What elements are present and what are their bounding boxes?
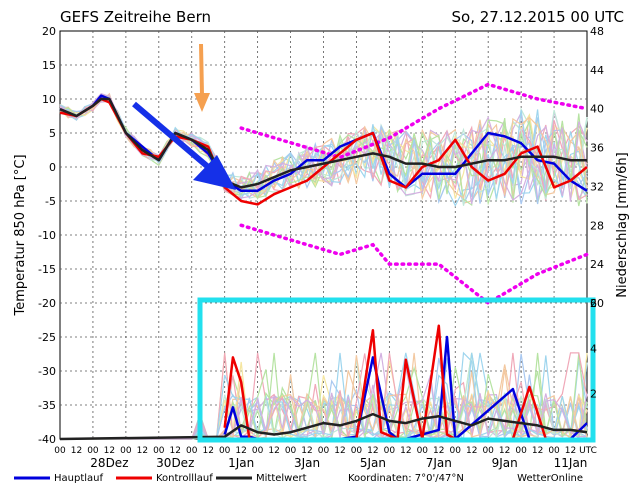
y-tick-left: -30 [38, 365, 56, 378]
orange-arrow-head [194, 93, 210, 112]
x-axis: 00 12 00 12 00 12 00 12 00 12 00 12 00 12 00 12 00 12 00 12… [54, 446, 597, 470]
x-tick-hour: 00 [186, 446, 198, 456]
x-tick-hour: 12 [202, 446, 213, 456]
y-tick-left: 5 [49, 127, 56, 140]
mittelwert-temp-line [59, 97, 587, 189]
y-tick-right: 24 [590, 258, 604, 271]
y-axis-left-label: Temperatur 850 hPa [°C] [13, 154, 28, 316]
y-tick-left: -20 [38, 297, 56, 310]
x-tick-hour: 00 [120, 446, 132, 456]
y-axis-right: 48 44 40 36 32 28 24 206 4 2 [590, 25, 604, 401]
x-tick-hour: 00 [548, 446, 560, 456]
y-axis-right-label: Niederschlag [mm/6h] [615, 152, 630, 297]
x-tick-hour: 12 [170, 446, 181, 456]
x-tick-hour: 12 [565, 446, 576, 456]
y-tick-right: 44 [590, 64, 604, 77]
legend-label-mittelwert: Mittelwert [256, 473, 307, 484]
y-tick-right: 40 [590, 103, 604, 116]
x-tick-hour: 00 [318, 446, 330, 456]
legend-label-kontrolllauf: Kontrolllauf [156, 473, 213, 484]
y-axis-left: 20 15 10 5 0 -5 -10 -15 -20 -25 -30 -35 -40 [38, 25, 56, 446]
x-tick-hour: 00 [450, 446, 462, 456]
y-tick-right: 28 [590, 219, 604, 232]
x-tick-hour: 12 [367, 446, 378, 456]
x-tick-hour: 00 [482, 446, 494, 456]
x-tick-date: 1Jan [228, 456, 254, 470]
ensemble-envelope-lower [239, 223, 589, 306]
y-tick-left: 10 [42, 93, 56, 106]
chart-date: So, 27.12.2015 00 UTC [452, 8, 624, 26]
x-tick-date: 9Jan [492, 456, 518, 470]
x-tick-hour: 12 [334, 446, 345, 456]
x-tick-date: 7Jan [426, 456, 452, 470]
x-tick-hour: 00 [515, 446, 527, 456]
legend: Hauptlauf Kontrolllauf Mittelwert [14, 473, 307, 484]
orange-arrow-shaft [199, 43, 204, 96]
y-tick-left: -15 [38, 263, 56, 276]
y-tick-left: -35 [38, 399, 56, 412]
x-tick-hour: 12 [235, 446, 246, 456]
x-tick-hour: 12 [400, 446, 411, 456]
mittelwert-precip-line [59, 412, 588, 441]
y-tick-left: -40 [38, 433, 56, 446]
legend-label-hauptlauf: Hauptlauf [54, 473, 103, 484]
x-tick-hour: 00 [54, 446, 66, 456]
x-tick-date: 28Dez [90, 456, 128, 470]
x-tick-hour: 00 [153, 446, 165, 456]
y-tick-left: 15 [42, 59, 56, 72]
x-tick-date: 30Dez [156, 456, 194, 470]
x-tick-hour: 12 [268, 446, 279, 456]
x-tick-hour: 12 [532, 446, 543, 456]
x-tick-date: 5Jan [360, 456, 386, 470]
x-tick-hour: 12 [137, 446, 148, 456]
x-tick-hour: 00 [219, 446, 231, 456]
y-tick-right: 4 [590, 342, 597, 355]
y-tick-left: 0 [49, 161, 56, 174]
x-tick-date: 3Jan [294, 456, 320, 470]
y-tick-right: 36 [590, 142, 604, 155]
x-tick-hour: 00 [384, 446, 396, 456]
x-tick-hour: 12 [71, 446, 82, 456]
x-tick-hour: 12 [104, 446, 115, 456]
annotation-arrows [132, 43, 236, 190]
y-tick-right: 2 [590, 388, 597, 401]
blue-arrow-head [193, 155, 236, 190]
y-tick-left: -25 [38, 331, 56, 344]
footer-source: WetterOnline [517, 473, 583, 484]
x-tick-hour: 00 [285, 446, 297, 456]
x-tick-date: 11Jan [554, 456, 588, 470]
x-tick-hour: 12 [466, 446, 477, 456]
blue-arrow-shaft [132, 101, 216, 175]
y-tick-left: -5 [45, 195, 56, 208]
x-tick-hour: 12 [433, 446, 444, 456]
ensemble-envelope-upper [239, 82, 589, 160]
x-tick-hour: 00 [87, 446, 99, 456]
y-tick-left: 20 [42, 25, 56, 38]
ensemble-envelope [239, 82, 589, 306]
y-tick-right: 48 [590, 25, 604, 38]
precip-highlight-box [197, 297, 596, 443]
chart-title: GEFS Zeitreihe Bern [60, 8, 211, 26]
x-tick-hour: UTC [579, 446, 597, 456]
y-tick-left: -10 [38, 229, 56, 242]
y-tick-right: 6 [590, 297, 597, 310]
y-tick-right: 32 [590, 180, 604, 193]
grid [60, 31, 587, 439]
x-tick-hour: 00 [351, 446, 363, 456]
main-series [59, 94, 588, 441]
ensemble-member-temp-line [59, 99, 588, 201]
x-tick-hour: 00 [417, 446, 429, 456]
x-tick-hour: 00 [252, 446, 264, 456]
x-tick-hour: 12 [499, 446, 510, 456]
hauptlauf-precip-line [223, 335, 588, 441]
y-tick-right: 20 [590, 297, 604, 310]
x-tick-hour: 12 [301, 446, 312, 456]
footer-coordinates: Koordinaten: 7°0'/47°N [348, 473, 464, 484]
